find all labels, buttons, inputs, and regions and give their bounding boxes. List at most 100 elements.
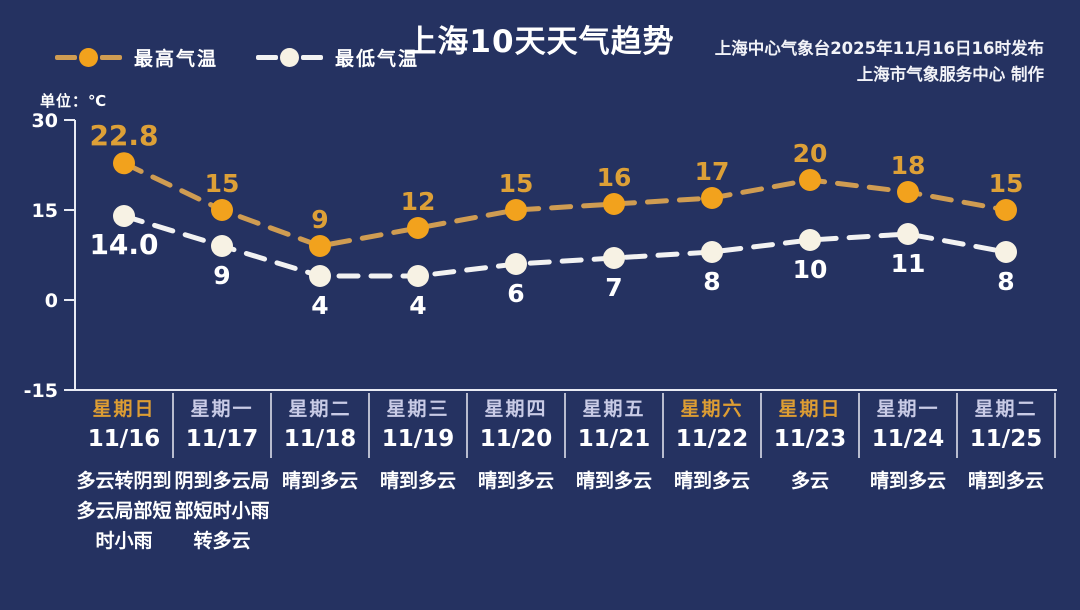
low-dot-icon [280, 48, 300, 67]
high-temp-point-9 [995, 199, 1017, 221]
source-line-1: 上海中心气象台2025年11月16日16时发布 [714, 39, 1044, 58]
day-column-11-20: 星期四 11/20 晴到多云 [467, 396, 565, 556]
low-temp-point-9 [995, 241, 1017, 263]
high-temp-point-6 [701, 187, 723, 209]
low-temp-line [121, 213, 1009, 279]
date-label: 11/21 [577, 426, 651, 452]
legend-item-low: 最低气温 [256, 44, 419, 71]
high-temp-value-7: 20 [793, 139, 828, 168]
days-row: 星期日 11/16 多云转阴到多云局部短时小雨 星期一 11/17 阴到多云局部短时小雨转… [75, 396, 1055, 556]
low-temp-line-icon [256, 48, 324, 67]
high-temp-value-8: 18 [891, 151, 926, 180]
low-temp-point-4 [505, 253, 527, 275]
high-temp-value-3: 12 [401, 187, 436, 216]
low-temp-point-3 [407, 265, 429, 287]
weekday-label: 星期二 [974, 398, 1038, 420]
weekday-label: 星期一 [190, 398, 254, 420]
high-temp-value-6: 17 [695, 157, 730, 186]
weather-description: 晴到多云 [869, 470, 946, 492]
day-column-11-18: 星期二 11/18 晴到多云 [271, 396, 369, 556]
source-line-2: 上海市气象服务中心 制作 [856, 65, 1044, 84]
weather-description: 阴到多云局部短时小雨转多云 [174, 470, 270, 552]
high-temp-value-4: 15 [499, 169, 534, 198]
weekday-label: 星期三 [386, 398, 450, 420]
high-temp-point-3 [407, 217, 429, 239]
source-attribution: 上海中心气象台2025年11月16日16时发布 上海市气象服务中心 制作 [715, 36, 1044, 88]
weather-description: 晴到多云 [281, 470, 358, 492]
high-temp-point-5 [603, 193, 625, 215]
date-label: 11/22 [675, 426, 749, 452]
legend-high-label: 最高气温 [134, 48, 219, 70]
weather-description: 多云 [790, 470, 829, 492]
high-line-segment [55, 55, 77, 60]
day-column-11-25: 星期二 11/25 晴到多云 [957, 396, 1055, 556]
date-label: 11/24 [871, 426, 945, 452]
day-column-11-17: 星期一 11/17 阴到多云局部短时小雨转多云 [173, 396, 271, 556]
low-temp-value-7: 10 [793, 255, 828, 284]
weekday-label: 星期四 [484, 398, 548, 420]
date-label: 11/16 [87, 426, 161, 452]
weekday-label: 星期日 [92, 398, 156, 420]
low-temp-value-6: 8 [703, 267, 720, 296]
low-temp-point-1 [211, 235, 233, 257]
low-temp-value-2: 4 [311, 291, 328, 320]
weather-description: 晴到多云 [379, 470, 456, 492]
low-temp-point-6 [701, 241, 723, 263]
low-temp-point-2 [309, 265, 331, 287]
weekday-label: 星期五 [582, 398, 646, 420]
low-temp-point-7 [799, 229, 821, 251]
weather-description: 晴到多云 [673, 470, 750, 492]
high-temp-point-4 [505, 199, 527, 221]
high-temp-value-2: 9 [311, 205, 328, 234]
low-temp-value-3: 4 [409, 291, 426, 320]
day-column-11-19: 星期三 11/19 晴到多云 [369, 396, 467, 556]
day-column-11-16: 星期日 11/16 多云转阴到多云局部短时小雨 [75, 396, 173, 556]
page-title: 上海10天天气趋势 [405, 24, 675, 60]
day-column-11-24: 星期一 11/24 晴到多云 [859, 396, 957, 556]
weather-description: 晴到多云 [477, 470, 554, 492]
low-temp-point-8 [897, 223, 919, 245]
unit-label: 单位：℃ [40, 92, 108, 110]
high-temp-line [121, 160, 1009, 249]
high-temp-point-2 [309, 235, 331, 257]
day-column-11-23: 星期日 11/23 多云 [761, 396, 859, 556]
y-tick-label: 15 [32, 200, 58, 222]
legend-item-high: 最高气温 [55, 44, 218, 71]
low-temp-value-8: 11 [891, 249, 926, 278]
date-label: 11/20 [479, 426, 553, 452]
low-temp-point-5 [603, 247, 625, 269]
high-dot-icon [79, 48, 98, 67]
low-temp-value-5: 7 [605, 273, 622, 302]
low-temp-value-1: 9 [213, 261, 230, 290]
y-tick-label: 30 [32, 110, 58, 132]
low-temp-value-9: 8 [997, 267, 1014, 296]
date-label: 11/17 [185, 426, 259, 452]
date-label: 11/18 [283, 426, 357, 452]
low-temp-value-4: 6 [507, 279, 524, 308]
day-column-11-21: 星期五 11/21 晴到多云 [565, 396, 663, 556]
weather-description: 晴到多云 [575, 470, 652, 492]
high-temp-point-0 [113, 152, 135, 175]
high-temp-point-1 [211, 199, 233, 221]
date-label: 11/25 [969, 426, 1043, 452]
y-tick-label: 0 [45, 290, 58, 312]
y-tick-label: -15 [24, 380, 58, 402]
high-line-segment [100, 55, 122, 60]
high-temp-point-7 [799, 169, 821, 191]
weekday-label: 星期一 [876, 398, 940, 420]
weekday-label: 星期二 [288, 398, 352, 420]
date-label: 11/23 [773, 426, 847, 452]
low-temp-value-0: 14.0 [89, 228, 158, 261]
high-temp-value-1: 15 [205, 169, 240, 198]
day-column-11-22: 星期六 11/22 晴到多云 [663, 396, 761, 556]
high-temp-value-9: 15 [989, 169, 1024, 198]
low-temp-point-0 [113, 205, 135, 227]
low-line-segment [301, 55, 324, 60]
date-label: 11/19 [381, 426, 455, 452]
weather-description: 晴到多云 [967, 470, 1044, 492]
high-temp-point-8 [897, 181, 919, 203]
low-line-segment [256, 55, 279, 60]
weekday-label: 星期六 [680, 398, 744, 420]
high-temp-value-5: 16 [597, 163, 632, 192]
